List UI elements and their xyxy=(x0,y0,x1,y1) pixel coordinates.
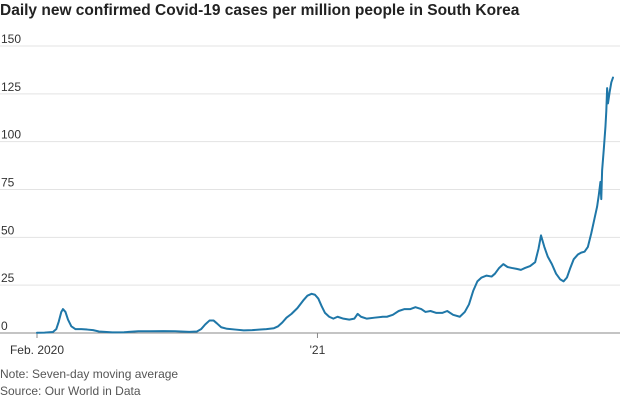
x-tick-label: '21 xyxy=(310,343,326,357)
y-tick-label: 50 xyxy=(1,223,15,237)
source-text: Source: Our World in Data xyxy=(0,384,141,398)
series-line xyxy=(36,76,614,334)
y-tick-label: 0 xyxy=(1,319,8,333)
y-tick-label: 150 xyxy=(1,32,21,46)
y-tick-label: 25 xyxy=(1,271,15,285)
x-tick-label: Feb. 2020 xyxy=(10,343,64,357)
x-axis-ticks: Feb. 2020 '21 xyxy=(10,333,326,357)
y-tick-label: 75 xyxy=(1,176,15,190)
y-axis-ticks: 0 25 50 75 100 125 150 xyxy=(1,32,21,333)
series-layer xyxy=(36,76,614,334)
chart-title: Daily new confirmed Covid-19 cases per m… xyxy=(0,2,520,19)
note-text: Note: Seven-day moving average xyxy=(0,367,179,381)
gridlines xyxy=(0,45,620,334)
y-tick-label: 125 xyxy=(1,80,21,94)
y-tick-label: 100 xyxy=(1,128,21,142)
